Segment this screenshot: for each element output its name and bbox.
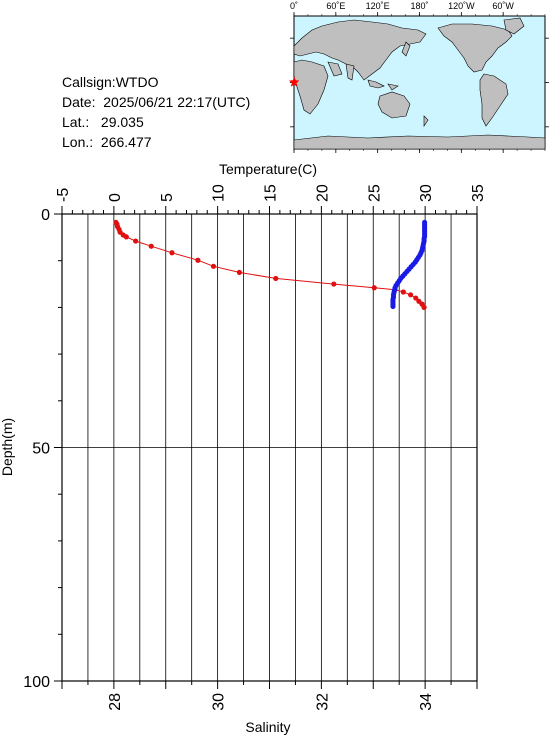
temperature-series	[113, 219, 427, 310]
map-lon-label: 0˚	[290, 1, 298, 11]
salinity-tick-label: 34	[418, 693, 435, 711]
temperature-tick-label: 15	[263, 184, 280, 202]
temperature-axis-label: Temperature(C)	[219, 161, 317, 177]
date-label: Date: 2025/06/21 22:17(UTC)	[62, 94, 251, 110]
map-land	[293, 17, 546, 150]
profile-chart: -5 0 5 10 15 20 25 30 35 0 50 100 28 30 32 34 Tempera…	[0, 161, 487, 735]
temperature-point	[195, 257, 201, 263]
depth-axis: 0 50 100	[23, 207, 62, 691]
longitude-label: Lon.: 266.477	[62, 134, 152, 150]
temperature-point	[148, 243, 154, 249]
temperature-point	[169, 250, 175, 256]
temperature-point	[210, 263, 217, 269]
temperature-tick-label: 10	[211, 184, 228, 202]
map-graticule	[290, 12, 549, 153]
chart-grid	[62, 214, 477, 681]
salinity-point	[390, 303, 396, 310]
depth-tick-label: 50	[32, 441, 50, 458]
temperature-tick-label: 35	[470, 184, 487, 202]
map-lon-label: 120˚W	[448, 1, 475, 11]
depth-tick-label: 0	[41, 207, 50, 224]
depth-axis-label: Depth(m)	[0, 418, 15, 476]
salinity-axis: 28 30 32 34	[61, 681, 478, 711]
map-lon-label: 60˚E	[326, 1, 345, 11]
map-lon-label: 180˚	[410, 1, 428, 11]
temperature-point	[273, 275, 279, 282]
map-longitude-labels: 0˚ 60˚E 120˚E 180˚ 120˚W 60˚W	[290, 1, 514, 11]
temperature-tick-label: 20	[314, 184, 331, 202]
star-icon	[288, 76, 300, 87]
temperature-tick-label: 30	[418, 184, 435, 202]
temperature-point	[123, 234, 129, 240]
temperature-point	[331, 281, 337, 287]
temperature-tick-label: 25	[366, 184, 383, 202]
callsign-label: Callsign:WTDO	[62, 74, 159, 90]
salinity-tick-label: 30	[211, 693, 228, 711]
temperature-axis: -5 0 5 10 15 20 25 30 35	[55, 184, 487, 214]
depth-tick-label: 100	[23, 674, 50, 691]
salinity-tick-label: 28	[107, 693, 124, 711]
map-lon-label: 120˚E	[366, 1, 390, 11]
temperature-point	[421, 304, 427, 310]
map-lon-label: 60˚W	[492, 1, 514, 11]
temperature-point	[408, 292, 414, 298]
temperature-tick-label: -5	[55, 188, 72, 202]
temperature-point	[133, 238, 139, 244]
salinity-axis-label: Salinity	[245, 719, 290, 735]
salinity-series	[390, 219, 428, 310]
temperature-point	[371, 285, 377, 291]
temperature-point	[400, 289, 406, 295]
salinity-tick-label: 32	[314, 693, 331, 711]
temperature-point	[413, 295, 419, 301]
temperature-tick-label: 0	[107, 193, 124, 202]
temperature-tick-label: 5	[159, 193, 176, 202]
latitude-label: Lat.: 29.035	[62, 114, 144, 130]
temperature-point	[236, 269, 243, 275]
temperature-profile-line	[115, 222, 425, 308]
